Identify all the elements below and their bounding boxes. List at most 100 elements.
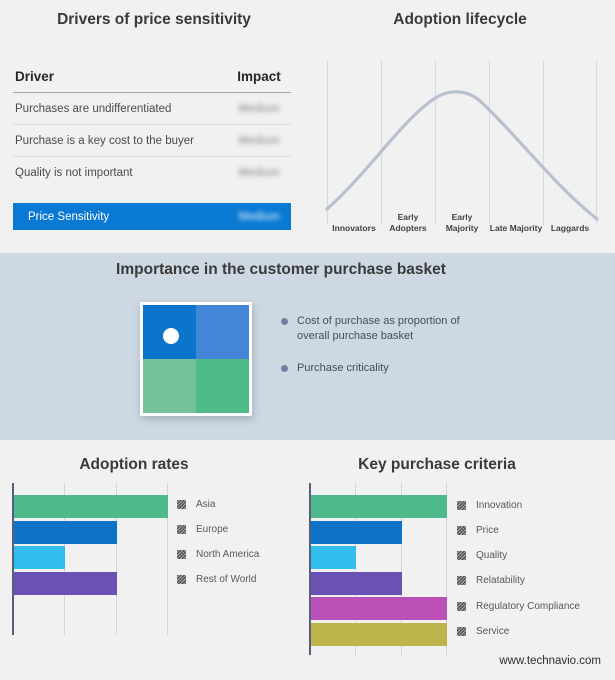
bar-asia <box>14 495 168 518</box>
bar-north-america <box>14 546 66 569</box>
legend-marker-icon <box>457 626 466 636</box>
stage-label: Late Majority <box>489 222 543 233</box>
drivers-table-header: Driver Impact <box>13 69 291 93</box>
drivers-panel-title: Drivers of price sensitivity <box>57 11 251 28</box>
legend-label: Relatability <box>476 575 525 587</box>
table-row: Purchases are undifferentiated Medium <box>13 93 291 125</box>
bar-group <box>14 495 168 595</box>
legend-marker-icon <box>177 550 186 560</box>
legend-marker-icon <box>177 524 186 534</box>
bar-europe <box>14 520 117 544</box>
quadrant-bottom-left <box>143 359 196 413</box>
legend-item: Service <box>457 623 580 639</box>
gridline <box>355 483 356 655</box>
adoption-rates-legend: Asia Europe North America Rest of World <box>177 496 259 588</box>
legend-marker-icon <box>457 601 466 611</box>
gridline <box>116 483 117 635</box>
column-header-driver: Driver <box>15 69 55 84</box>
list-item: Purchase criticality <box>281 361 491 376</box>
purchase-basket-band: Importance in the customer purchase bask… <box>0 253 615 440</box>
bar-price <box>311 520 402 544</box>
table-row: Quality is not important Medium <box>13 157 291 189</box>
bullet-icon <box>281 318 288 325</box>
key-purchase-criteria-chart <box>309 483 447 655</box>
legend-label: Quality <box>476 550 508 562</box>
gridline <box>327 60 328 225</box>
basket-title: Importance in the customer purchase bask… <box>116 261 446 278</box>
legend-item: Price <box>457 522 580 538</box>
gridline <box>543 60 544 225</box>
lifecycle-title: Adoption lifecycle <box>393 11 527 28</box>
impact-value-blurred: Medium <box>238 134 280 147</box>
position-dot-icon <box>163 328 179 344</box>
bullet-text: Purchase criticality <box>297 361 389 374</box>
gridline <box>446 483 447 655</box>
legend-marker-icon <box>177 499 186 509</box>
gridline <box>401 483 402 655</box>
bar-quality <box>311 546 357 569</box>
stage-label: Laggards <box>550 222 590 233</box>
legend-item: Innovation <box>457 497 580 513</box>
legend-item: Rest of World <box>177 572 259 588</box>
bar-rest-of-world <box>14 571 117 595</box>
bar-regulatory-compliance <box>311 597 447 620</box>
legend-label: Innovation <box>476 499 523 511</box>
bar-service <box>311 622 447 646</box>
lifecycle-stage-labels: Innovators Early Adopters Early Majority… <box>327 193 597 234</box>
legend-label: Service <box>476 625 510 637</box>
legend-item: Quality <box>457 548 580 564</box>
legend-label: Price <box>476 524 499 536</box>
gridline <box>596 60 597 225</box>
adoption-rates-title: Adoption rates <box>79 456 189 473</box>
gridline <box>435 60 436 225</box>
driver-label: Purchase is a key cost to the buyer <box>15 134 194 147</box>
bar-innovation <box>311 495 447 518</box>
gridline <box>381 60 382 225</box>
legend-item: Regulatory Compliance <box>457 598 580 614</box>
impact-value-blurred: Medium <box>238 210 280 223</box>
impact-value-blurred: Medium <box>238 102 280 115</box>
stage-label: Early Adopters <box>389 211 427 233</box>
website-url: www.technavio.com <box>499 655 601 667</box>
stage-label: Innovators <box>332 222 376 233</box>
legend-marker-icon <box>457 576 466 586</box>
legend-label: Europe <box>196 523 229 535</box>
gridline <box>167 483 168 635</box>
stage-label: Early Majority <box>445 211 479 233</box>
legend-label: North America <box>196 549 260 561</box>
legend-item: Relatability <box>457 573 580 589</box>
price-sensitivity-summary-row: Price Sensitivity Medium <box>13 203 291 230</box>
legend-label: Regulatory Compliance <box>476 600 580 612</box>
bar-relatability <box>311 571 402 595</box>
adoption-rates-chart <box>12 483 168 635</box>
bar-group <box>311 495 447 646</box>
quadrant-graphic <box>140 302 252 416</box>
legend-marker-icon <box>177 575 186 585</box>
bullet-icon <box>281 364 288 372</box>
legend-item: Europe <box>177 521 259 537</box>
column-header-impact: Impact <box>237 69 281 84</box>
lifecycle-chart <box>325 60 599 225</box>
drivers-table: Driver Impact Purchases are undifferenti… <box>13 69 291 230</box>
gridline <box>489 60 490 225</box>
key-purchase-criteria-legend: Innovation Price Quality Relatability Re… <box>457 497 580 639</box>
basket-bullet-list: Cost of purchase as proportion of overal… <box>281 314 491 376</box>
legend-label: Rest of World <box>196 574 257 586</box>
legend-item: North America <box>177 547 259 563</box>
legend-marker-icon <box>457 525 466 535</box>
list-item: Cost of purchase as proportion of overal… <box>281 314 491 345</box>
adoption-curve <box>325 90 599 221</box>
table-row: Purchase is a key cost to the buyer Medi… <box>13 125 291 157</box>
y-axis <box>309 483 311 655</box>
legend-marker-icon <box>457 551 466 561</box>
key-purchase-criteria-title: Key purchase criteria <box>358 456 516 473</box>
legend-marker-icon <box>457 500 466 510</box>
quadrant-bottom-right <box>196 359 249 413</box>
y-axis <box>12 483 14 635</box>
legend-label: Asia <box>196 498 216 510</box>
driver-label: Quality is not important <box>15 167 133 179</box>
driver-label: Purchases are undifferentiated <box>15 102 172 115</box>
price-sensitivity-label: Price Sensitivity <box>28 210 110 223</box>
impact-value-blurred: Medium <box>238 167 280 179</box>
